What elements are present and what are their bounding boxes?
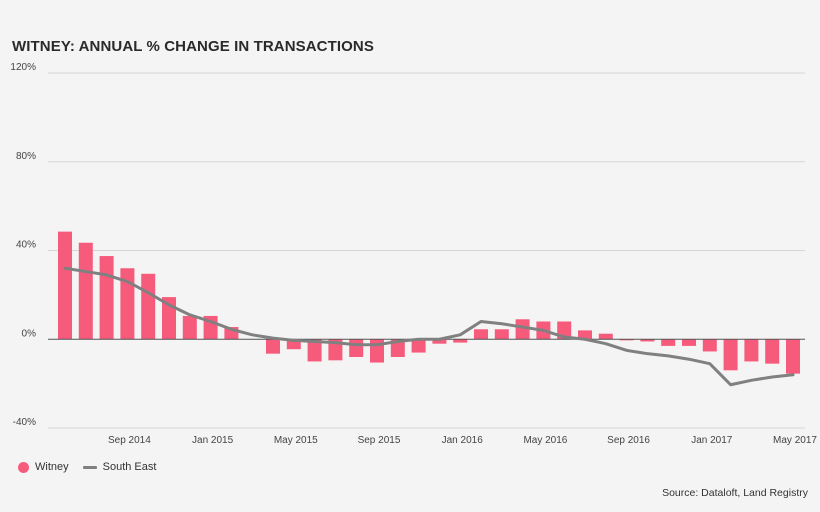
line-south-east[interactable] bbox=[63, 266, 795, 387]
bar-witney[interactable] bbox=[786, 339, 800, 374]
x-tick-label: Sep 2014 bbox=[108, 435, 151, 446]
bar-witney[interactable] bbox=[744, 339, 759, 362]
legend: Witney South East bbox=[18, 461, 156, 473]
x-tick-label: May 2016 bbox=[523, 435, 567, 446]
legend-item-south-east[interactable]: South East bbox=[82, 461, 157, 473]
bar-witney[interactable] bbox=[474, 329, 488, 340]
bar-witney[interactable] bbox=[58, 231, 72, 340]
bar-witney[interactable] bbox=[453, 339, 468, 343]
bar-witney[interactable] bbox=[494, 329, 509, 340]
witney-swatch-icon bbox=[18, 461, 29, 473]
bar-witney[interactable] bbox=[307, 339, 322, 362]
bar-witney[interactable] bbox=[640, 339, 655, 342]
bar-witney[interactable] bbox=[390, 339, 405, 357]
south-east-line bbox=[63, 266, 795, 387]
bar-witney[interactable] bbox=[702, 339, 717, 352]
bar-witney[interactable] bbox=[182, 315, 197, 340]
chart-title: WITNEY: ANNUAL % CHANGE IN TRANSACTIONS bbox=[12, 38, 374, 55]
bar-witney[interactable] bbox=[682, 339, 696, 346]
x-tick-label: Sep 2015 bbox=[358, 435, 401, 446]
y-tick-label: 80% bbox=[16, 151, 36, 162]
x-tick-label: May 2017 bbox=[773, 435, 817, 446]
bar-witney[interactable] bbox=[78, 242, 93, 340]
bar-witney[interactable] bbox=[515, 319, 530, 340]
x-tick-label: May 2015 bbox=[274, 435, 318, 446]
bar-witney[interactable] bbox=[598, 333, 613, 340]
y-tick-label: 120% bbox=[10, 62, 36, 73]
bar-witney[interactable] bbox=[328, 339, 343, 361]
source-note: Source: Dataloft, Land Registry bbox=[662, 487, 808, 499]
y-tick-label: -40% bbox=[13, 417, 36, 428]
gridlines bbox=[48, 72, 805, 429]
bar-witney[interactable] bbox=[619, 339, 634, 341]
witney-bars bbox=[58, 231, 800, 374]
x-tick-label: Jan 2017 bbox=[691, 435, 733, 446]
bar-witney[interactable] bbox=[266, 339, 280, 354]
y-axis-labels: 120% 80% 40% 0% -40% bbox=[10, 62, 36, 428]
x-tick-label: Jan 2015 bbox=[192, 435, 234, 446]
legend-item-witney[interactable]: Witney bbox=[18, 461, 69, 473]
bar-witney[interactable] bbox=[765, 339, 780, 364]
south-east-swatch-icon bbox=[82, 465, 97, 469]
bar-witney[interactable] bbox=[99, 256, 114, 340]
legend-label-south-east: South East bbox=[102, 461, 157, 473]
bar-witney[interactable] bbox=[286, 339, 301, 350]
bar-witney[interactable] bbox=[120, 268, 135, 340]
bar-witney[interactable] bbox=[141, 273, 156, 340]
bar-witney[interactable] bbox=[661, 339, 676, 346]
bar-witney[interactable] bbox=[349, 339, 364, 357]
bar-witney[interactable] bbox=[411, 339, 426, 353]
legend-label-witney: Witney bbox=[35, 461, 69, 473]
bar-witney[interactable] bbox=[578, 330, 592, 340]
y-tick-label: 0% bbox=[22, 328, 37, 339]
y-tick-label: 40% bbox=[16, 240, 36, 251]
bar-witney[interactable] bbox=[432, 339, 447, 344]
bar-witney[interactable] bbox=[723, 339, 738, 371]
x-tick-label: Sep 2016 bbox=[607, 435, 650, 446]
x-tick-label: Jan 2016 bbox=[442, 435, 484, 446]
x-axis-labels: Sep 2014 Jan 2015 May 2015 Sep 2015 Jan 2016… bbox=[108, 435, 817, 446]
